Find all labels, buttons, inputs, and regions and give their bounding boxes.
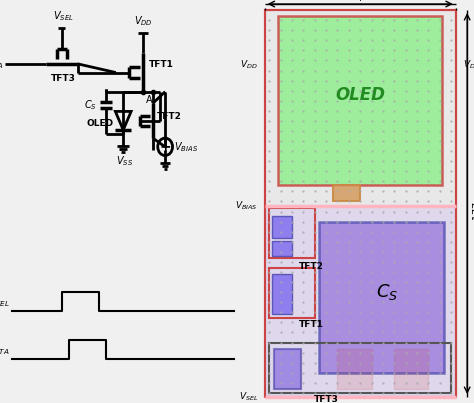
Text: $V_{BIAS}$: $V_{BIAS}$	[174, 140, 198, 154]
Text: $V_{DD}$: $V_{DD}$	[134, 15, 152, 28]
Text: $V_{SEL}$: $V_{SEL}$	[0, 295, 10, 309]
Text: OLED: OLED	[87, 119, 114, 128]
Text: TFT1: TFT1	[299, 320, 324, 329]
Text: $C_S$: $C_S$	[84, 98, 97, 112]
Text: $V_{SEL}$: $V_{SEL}$	[53, 9, 73, 23]
Text: $V_{SS}$: $V_{SS}$	[116, 155, 133, 168]
Text: $V_{BIAS}$: $V_{BIAS}$	[236, 199, 258, 212]
Text: TFT3: TFT3	[50, 74, 75, 83]
Text: $V_{DD}$: $V_{DD}$	[240, 58, 258, 71]
Text: $177\ \mu m$: $177\ \mu m$	[471, 182, 474, 221]
FancyBboxPatch shape	[272, 241, 292, 256]
FancyBboxPatch shape	[272, 274, 292, 314]
Text: A: A	[146, 95, 153, 105]
Text: $59\ \mu m$: $59\ \mu m$	[344, 0, 376, 3]
Text: +: +	[159, 140, 171, 154]
Text: TFT3: TFT3	[314, 395, 338, 403]
Text: TFT2: TFT2	[156, 112, 182, 121]
Text: TFT2: TFT2	[299, 262, 324, 271]
FancyBboxPatch shape	[264, 206, 456, 397]
FancyBboxPatch shape	[278, 16, 442, 185]
FancyBboxPatch shape	[274, 349, 301, 389]
Text: $V_{DATA}$: $V_{DATA}$	[463, 58, 474, 71]
FancyBboxPatch shape	[337, 349, 372, 389]
FancyBboxPatch shape	[274, 349, 301, 389]
FancyBboxPatch shape	[333, 185, 360, 202]
Text: $V_{DATA}$: $V_{DATA}$	[0, 57, 4, 71]
FancyBboxPatch shape	[264, 10, 456, 397]
Text: $V_{DATA}$: $V_{DATA}$	[0, 343, 10, 357]
FancyBboxPatch shape	[272, 216, 292, 238]
Text: TFT1: TFT1	[148, 60, 173, 69]
FancyBboxPatch shape	[394, 349, 428, 389]
FancyBboxPatch shape	[319, 222, 445, 373]
Text: $C_S$: $C_S$	[376, 282, 399, 302]
Text: OLED: OLED	[335, 86, 385, 104]
Text: $V_{SEL}$: $V_{SEL}$	[238, 391, 258, 403]
